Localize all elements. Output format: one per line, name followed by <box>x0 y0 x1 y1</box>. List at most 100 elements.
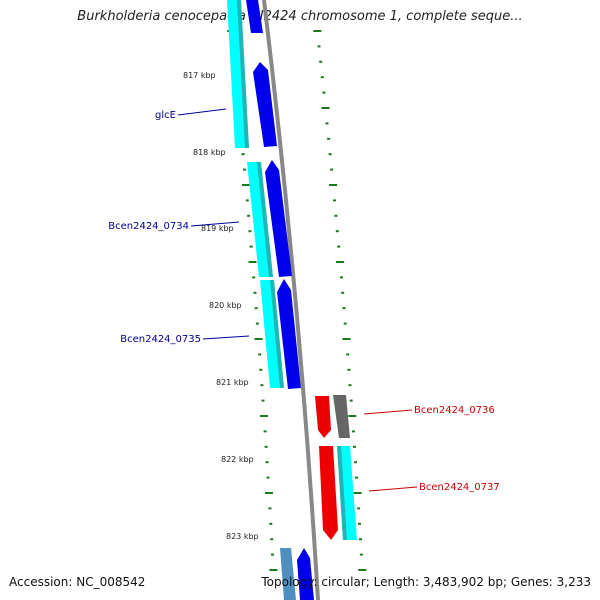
tick-label: 820 kbp <box>209 301 242 310</box>
gene-block-edge <box>270 280 284 388</box>
cds-arrow-reverse[interactable] <box>319 446 338 540</box>
minor-tick <box>259 368 263 371</box>
minor-tick <box>268 507 272 510</box>
cds-arrow[interactable] <box>297 548 314 600</box>
minor-tick <box>354 461 357 464</box>
major-tick <box>313 30 322 32</box>
major-tick <box>248 261 257 263</box>
genome-backbone <box>262 0 320 600</box>
tick-label: 823 kbp <box>226 532 259 541</box>
minor-tick <box>355 476 359 479</box>
major-tick <box>358 569 367 571</box>
minor-ticks-inner <box>227 30 278 571</box>
minor-tick <box>342 307 346 310</box>
major-tick <box>321 107 330 109</box>
minor-tick <box>243 168 246 171</box>
gene-label[interactable]: Bcen2424_0736 <box>414 405 495 416</box>
minor-tick <box>327 137 331 140</box>
minor-tick <box>339 276 343 279</box>
reverse-cds-track <box>315 395 357 540</box>
map-title: Burkholderia cenocepacia HI2424 chromoso… <box>77 9 523 24</box>
minor-tick <box>260 384 264 387</box>
minor-tick <box>343 322 347 325</box>
minor-tick <box>337 245 341 248</box>
minor-tick <box>263 430 267 433</box>
minor-tick <box>261 399 265 402</box>
major-tick <box>254 338 263 340</box>
minor-tick <box>346 353 350 356</box>
tick-label: 817 kbp <box>183 71 216 80</box>
gene-label[interactable]: Bcen2424_0734 <box>108 221 189 232</box>
tick-label: 818 kbp <box>193 148 226 157</box>
major-tick <box>353 492 362 494</box>
forward-gene-track <box>227 0 296 600</box>
minor-tick <box>349 399 353 402</box>
minor-tick <box>359 553 363 556</box>
label-leader <box>202 335 250 340</box>
cds-arrow[interactable] <box>246 0 263 33</box>
minor-tick <box>358 522 361 525</box>
minor-tick <box>322 91 326 94</box>
cds-arrow[interactable] <box>265 160 292 277</box>
minor-tick <box>317 45 321 48</box>
minor-ticks-outer <box>313 30 367 571</box>
minor-tick <box>353 445 356 448</box>
gene-label[interactable]: Bcen2424_0735 <box>120 334 201 345</box>
feature-block[interactable] <box>333 395 350 438</box>
cds-arrow[interactable] <box>277 279 301 389</box>
minor-tick <box>270 538 274 541</box>
minor-tick <box>266 476 270 479</box>
minor-tick <box>325 122 329 125</box>
gene-labels: glcE Bcen2424_0734 Bcen2424_0735 Bcen242… <box>108 108 500 493</box>
minor-tick <box>258 353 262 356</box>
accession-text: Accession: NC_008542 <box>9 575 146 589</box>
minor-tick <box>253 291 257 294</box>
cds-arrow-reverse[interactable] <box>315 396 331 438</box>
gene-label[interactable]: Bcen2424_0737 <box>419 482 500 493</box>
minor-tick <box>348 384 352 387</box>
minor-tick <box>265 461 269 464</box>
gene-label[interactable]: glcE <box>155 110 176 121</box>
major-tick <box>265 492 273 494</box>
minor-tick <box>245 199 249 202</box>
major-tick <box>241 184 250 186</box>
minor-tick <box>254 307 258 310</box>
minor-tick <box>252 276 256 279</box>
minor-tick <box>264 445 268 448</box>
minor-tick <box>269 522 273 525</box>
minor-tick <box>249 245 253 248</box>
major-tick <box>348 415 357 417</box>
minor-tick <box>319 60 323 63</box>
minor-tick <box>347 368 351 371</box>
major-tick <box>329 184 338 186</box>
minor-tick <box>330 168 334 171</box>
cds-arrow[interactable] <box>253 62 277 147</box>
minor-tick <box>359 538 362 541</box>
major-tick <box>342 338 351 340</box>
minor-tick <box>320 76 324 79</box>
label-leader <box>177 108 227 116</box>
gene-block[interactable] <box>280 548 296 600</box>
genome-summary-text: Topology: circular; Length: 3,483,902 bp… <box>261 575 591 589</box>
minor-tick <box>248 230 252 233</box>
minor-tick <box>328 153 332 156</box>
minor-tick <box>333 199 336 202</box>
label-leader <box>190 221 240 227</box>
gene-block-edge <box>337 446 347 540</box>
minor-tick <box>334 214 338 217</box>
forward-cds-track <box>246 0 314 600</box>
minor-tick <box>255 322 259 325</box>
scale-labels: 817 kbp 818 kbp 819 kbp 820 kbp 821 kbp … <box>183 71 259 541</box>
major-tick <box>260 415 268 417</box>
label-leader <box>363 409 413 415</box>
minor-tick <box>351 430 355 433</box>
major-tick <box>336 261 345 263</box>
gene-block-edge <box>257 162 273 277</box>
tick-label: 821 kbp <box>216 378 249 387</box>
minor-tick <box>241 153 245 156</box>
tick-label: 822 kbp <box>221 455 254 464</box>
minor-tick <box>357 507 361 510</box>
minor-tick <box>335 230 339 233</box>
minor-tick <box>341 291 345 294</box>
